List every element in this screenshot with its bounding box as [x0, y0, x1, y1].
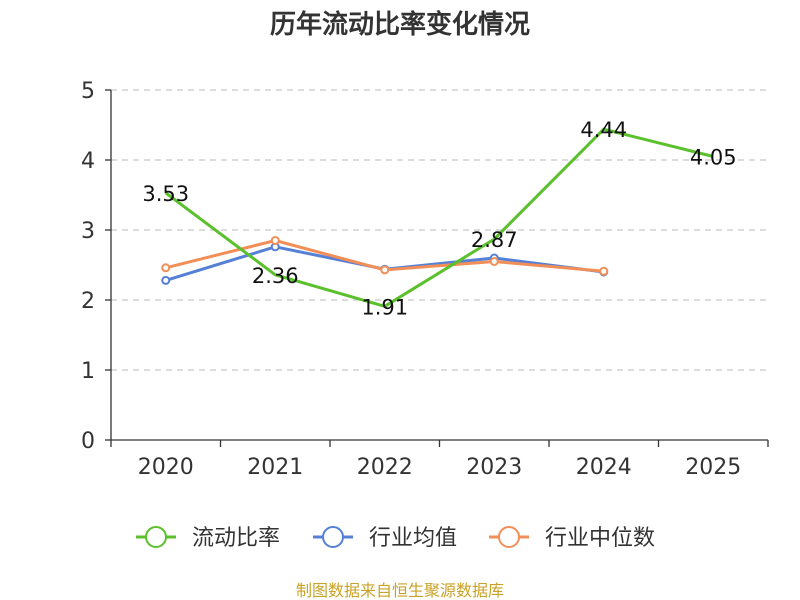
data-point: [270, 236, 280, 245]
y-tick-label: 3: [81, 219, 95, 244]
legend-label: 行业中位数: [545, 526, 655, 551]
data-point: [161, 275, 171, 285]
y-tick-label: 1: [81, 359, 95, 384]
x-tick-label: 2023: [466, 455, 522, 480]
legend-label: 行业均值: [369, 526, 457, 551]
axes: 0 1 2 3 4 5 2020 2021 2022 2023 2024 2025: [81, 79, 769, 480]
series-1: [161, 242, 609, 285]
legend-marker: [322, 526, 344, 548]
x-tick-label: 2025: [685, 455, 741, 480]
data-label: 1.91: [361, 295, 408, 319]
series-line: [164, 127, 714, 308]
data-labels: 3.53 2.36 1.91 2.87 4.44 4.05: [142, 118, 736, 319]
y-tick-label: 5: [81, 79, 95, 104]
y-tick-label: 0: [81, 429, 95, 454]
data-point: [380, 265, 390, 275]
data-point: [161, 263, 171, 273]
data-point: [489, 257, 499, 266]
legend: 流动比率 行业均值 行业中位数: [136, 526, 655, 551]
legend-item: 流动比率: [136, 526, 280, 551]
x-tick-label: 2021: [247, 455, 303, 480]
legend-marker: [145, 526, 167, 548]
legend-item: 行业中位数: [489, 526, 655, 551]
legend-label: 流动比率: [192, 526, 280, 551]
x-tick-label: 2020: [138, 455, 194, 480]
series-2: [161, 236, 609, 276]
legend-item: 行业均值: [313, 526, 457, 551]
legend-marker: [498, 526, 520, 548]
data-label: 4.44: [580, 118, 627, 142]
grid-lines: [111, 89, 768, 371]
y-tick-label: 2: [81, 289, 95, 314]
y-tick-label: 4: [81, 149, 95, 174]
source-note: 制图数据来自恒生聚源数据库: [296, 581, 504, 600]
x-tick-label: 2022: [357, 455, 413, 480]
series-group: [161, 127, 714, 308]
data-label: 4.05: [690, 146, 737, 170]
data-point: [599, 266, 609, 276]
data-label: 3.53: [142, 182, 189, 206]
x-tick-label: 2024: [576, 455, 632, 480]
series-0: [164, 127, 714, 308]
data-label: 2.36: [252, 264, 299, 288]
data-label: 2.87: [471, 228, 518, 252]
chart-title: 历年流动比率变化情况: [270, 9, 530, 40]
